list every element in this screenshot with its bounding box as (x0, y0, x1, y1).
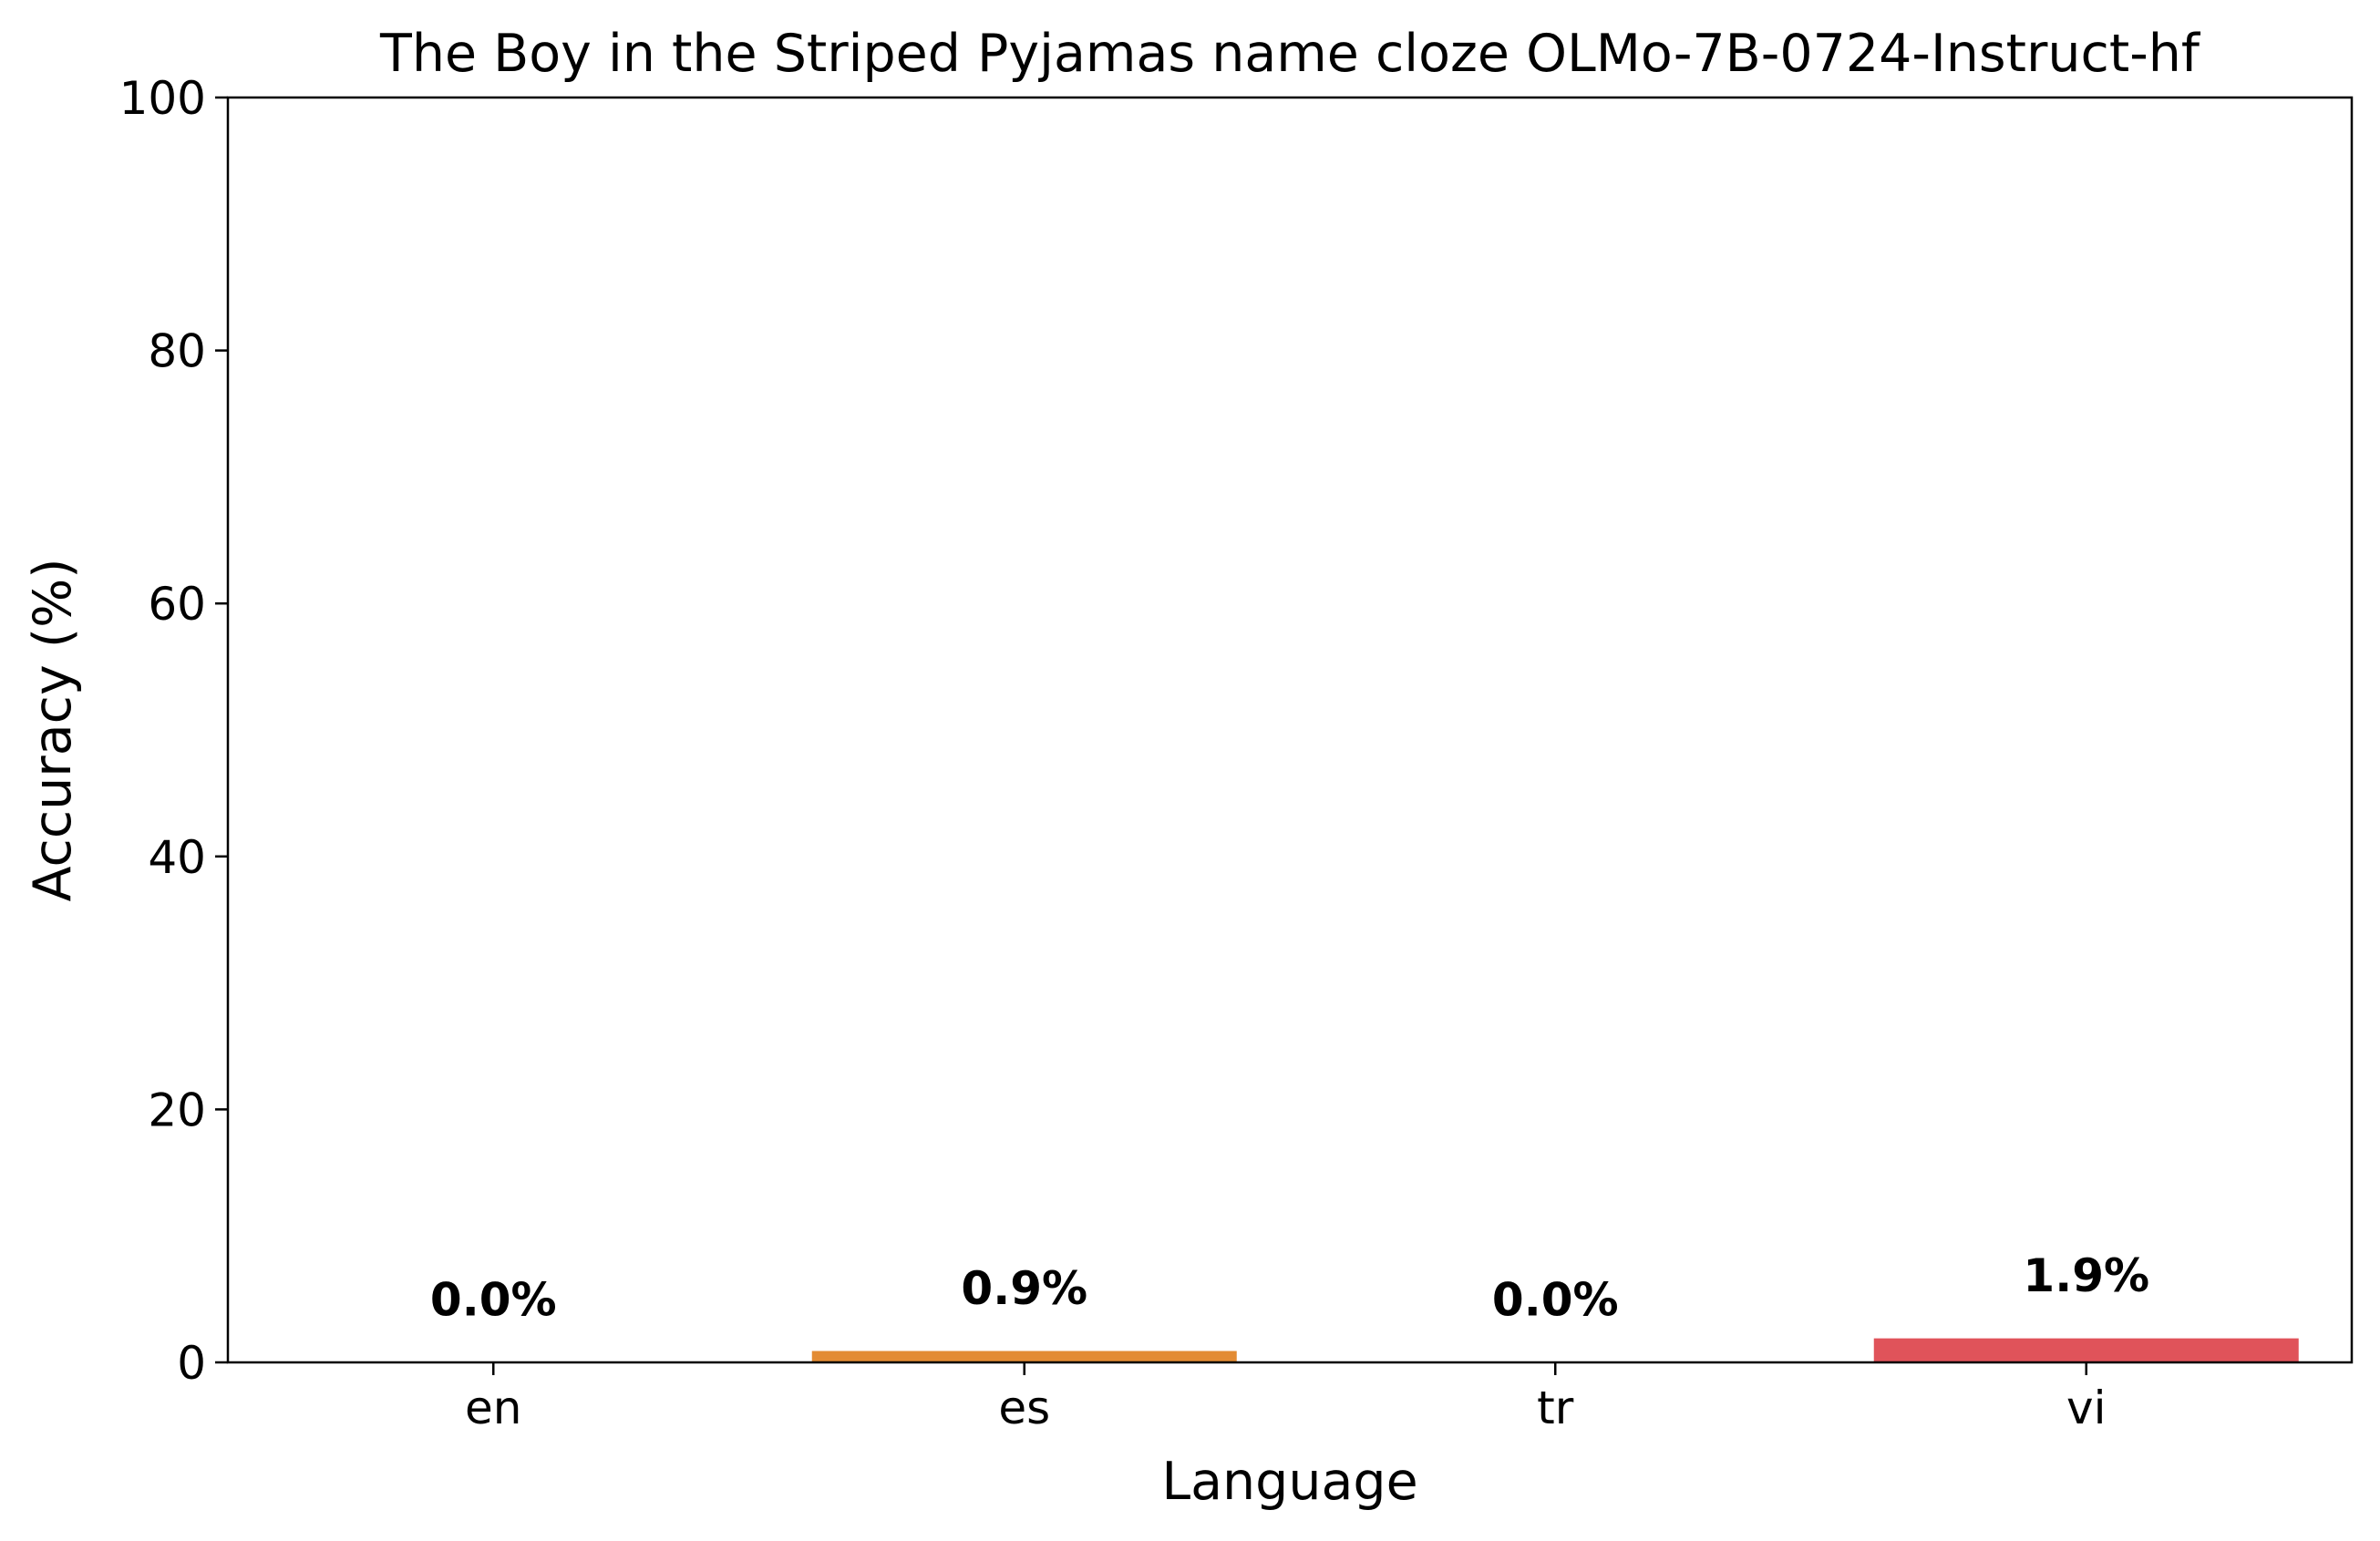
y-tick-label: 0 (177, 1337, 206, 1390)
y-axis: 0 20 40 60 80 100 (119, 72, 228, 1390)
data-labels: 0.0% 0.9% 0.0% 1.9% (430, 1249, 2149, 1326)
y-tick-label: 80 (148, 325, 206, 378)
y-tick-label: 100 (119, 72, 206, 125)
y-tick-label: 60 (148, 578, 206, 631)
data-label-es: 0.9% (961, 1262, 1087, 1315)
y-axis-label: Accuracy (%) (23, 559, 83, 902)
x-tick-label: es (998, 1382, 1050, 1434)
bar-es (811, 1351, 1237, 1362)
plot-frame (226, 96, 2354, 1364)
x-axis-label: Language (1161, 1452, 1417, 1512)
y-tick-label: 20 (148, 1084, 206, 1136)
x-axis: en es tr vi (465, 1362, 2106, 1434)
x-tick-label: vi (2066, 1382, 2106, 1434)
x-tick-label: tr (1537, 1382, 1574, 1434)
chart-title: The Boy in the Striped Pyjamas name cloz… (379, 24, 2201, 84)
bars (811, 1338, 2299, 1362)
x-tick-label: en (465, 1382, 521, 1434)
data-label-vi: 1.9% (2023, 1249, 2149, 1302)
data-label-en: 0.0% (430, 1274, 557, 1327)
y-tick-label: 40 (148, 831, 206, 884)
data-label-tr: 0.0% (1492, 1274, 1619, 1327)
bar-vi (1873, 1338, 2299, 1362)
